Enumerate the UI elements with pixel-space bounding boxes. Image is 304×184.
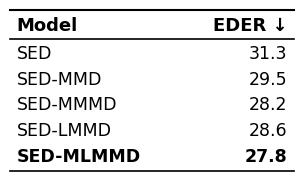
Text: 28.6: 28.6 bbox=[249, 122, 288, 140]
Text: Model: Model bbox=[16, 17, 78, 35]
Text: 31.3: 31.3 bbox=[249, 45, 288, 63]
Text: SED-MMD: SED-MMD bbox=[16, 71, 102, 89]
Text: SED: SED bbox=[16, 45, 52, 63]
Text: EDER ↓: EDER ↓ bbox=[213, 17, 288, 35]
Text: SED-LMMD: SED-LMMD bbox=[16, 122, 112, 140]
Text: SED-MMMD: SED-MMMD bbox=[16, 96, 117, 114]
Text: 28.2: 28.2 bbox=[249, 96, 288, 114]
Text: 27.8: 27.8 bbox=[245, 148, 288, 166]
Text: 29.5: 29.5 bbox=[249, 71, 288, 89]
Text: SED-MLMMD: SED-MLMMD bbox=[16, 148, 140, 166]
